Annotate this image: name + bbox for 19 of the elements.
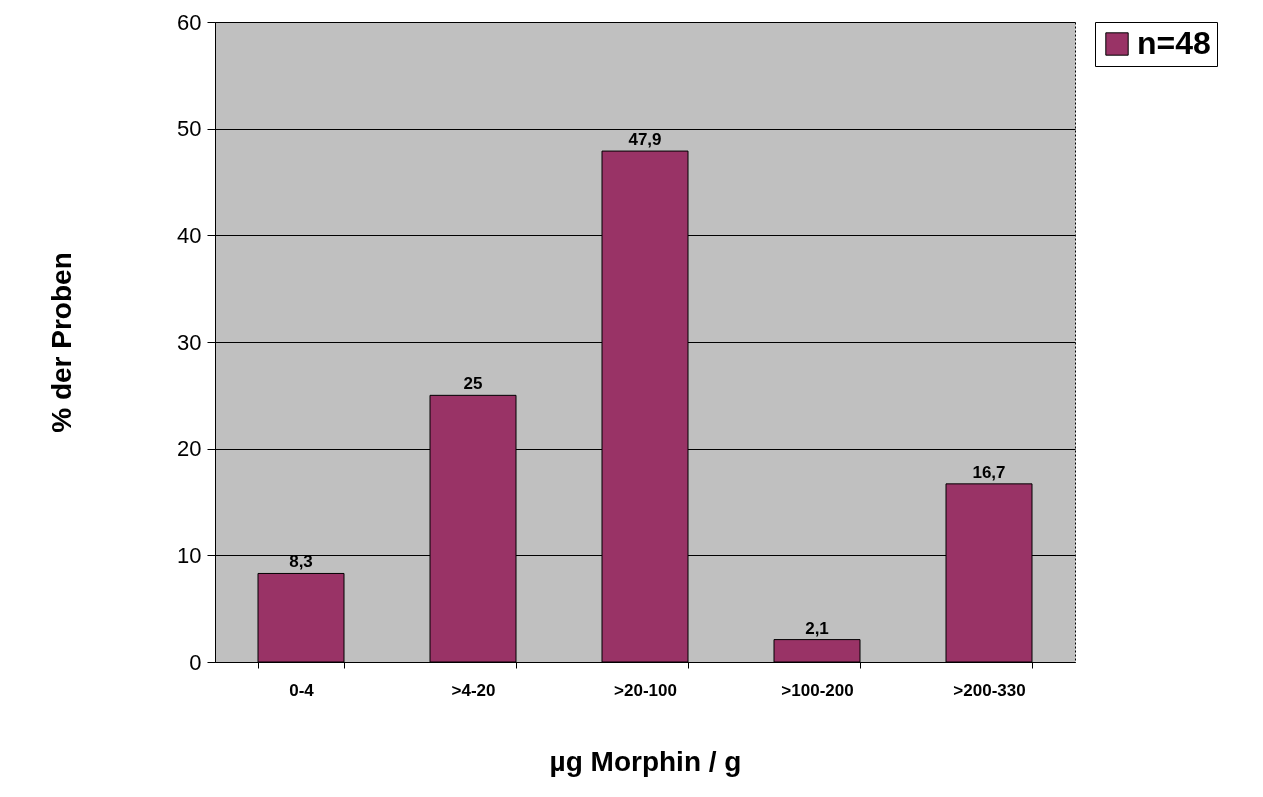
x-tick-label: >200-330 xyxy=(953,680,1026,700)
data-label: 25 xyxy=(463,374,483,394)
y-tick-label: 40 xyxy=(177,222,202,248)
x-tick-label: 0-4 xyxy=(289,680,315,700)
x-tick-label: >4-20 xyxy=(451,680,496,700)
y-tick-label: 10 xyxy=(177,542,202,568)
data-label: 16,7 xyxy=(972,462,1006,482)
y-tick-label: 50 xyxy=(177,116,202,142)
y-tick-label: 20 xyxy=(177,436,202,462)
x-axis-title: µg Morphin / g xyxy=(549,745,742,777)
x-tick-label: >100-200 xyxy=(781,680,854,700)
legend-label: n=48 xyxy=(1137,25,1211,61)
y-tick-label: 0 xyxy=(189,649,202,675)
data-label: 2,1 xyxy=(805,618,829,638)
x-tick-label: >20-100 xyxy=(614,680,677,700)
data-label: 47,9 xyxy=(628,130,662,150)
y-tick-label: 30 xyxy=(177,329,202,355)
y-axis-title: % der Proben xyxy=(46,252,78,433)
y-tick-label: 60 xyxy=(177,9,202,35)
